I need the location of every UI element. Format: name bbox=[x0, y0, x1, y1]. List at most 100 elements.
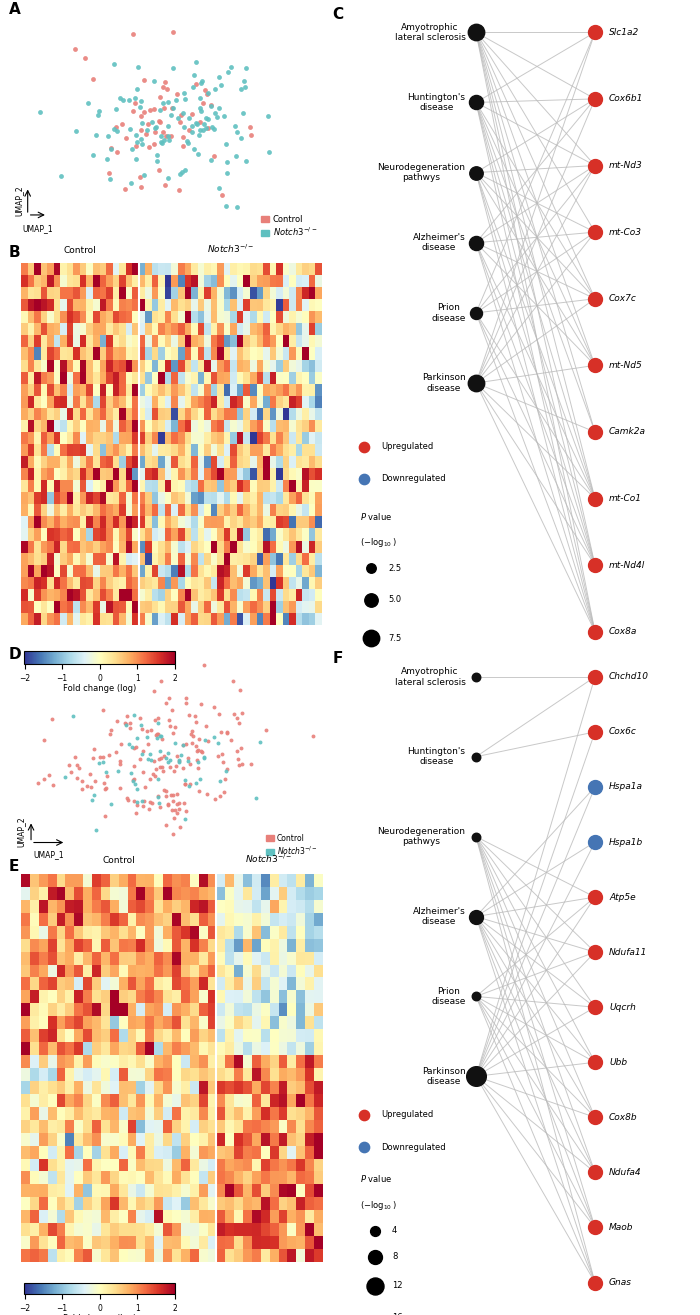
Point bbox=[261, 719, 272, 740]
Point bbox=[173, 751, 184, 772]
Point bbox=[122, 790, 134, 811]
Text: A: A bbox=[9, 1, 21, 17]
Point bbox=[195, 740, 206, 761]
Text: $P$ value: $P$ value bbox=[360, 510, 393, 522]
Point bbox=[188, 726, 199, 747]
Point bbox=[138, 761, 149, 782]
Point bbox=[180, 769, 191, 790]
Point bbox=[169, 732, 181, 753]
Text: 5.0: 5.0 bbox=[389, 596, 402, 605]
Point bbox=[34, 101, 45, 122]
Text: Uqcrh: Uqcrh bbox=[609, 1003, 636, 1011]
Point bbox=[218, 781, 230, 802]
Point bbox=[216, 722, 227, 743]
Point bbox=[232, 121, 243, 142]
Point bbox=[101, 761, 112, 782]
Point bbox=[205, 95, 216, 116]
Point bbox=[180, 693, 191, 714]
Point bbox=[154, 757, 165, 778]
Point bbox=[117, 89, 128, 110]
Point bbox=[172, 84, 183, 105]
Text: Cox6c: Cox6c bbox=[609, 727, 637, 736]
Text: Amyotrophic
lateral sclerosis: Amyotrophic lateral sclerosis bbox=[395, 667, 466, 686]
Point bbox=[155, 87, 166, 108]
Point bbox=[110, 99, 121, 120]
Point bbox=[187, 732, 198, 753]
Point bbox=[369, 1307, 380, 1315]
Point bbox=[111, 142, 122, 163]
Point bbox=[102, 125, 113, 146]
Text: Alzheimer's
disease: Alzheimer's disease bbox=[413, 233, 466, 252]
Point bbox=[162, 126, 174, 147]
Point bbox=[69, 747, 80, 768]
Point bbox=[160, 785, 172, 806]
Point bbox=[178, 792, 190, 813]
Point bbox=[104, 744, 115, 765]
Point bbox=[160, 814, 172, 835]
Point bbox=[589, 621, 601, 642]
Text: 16: 16 bbox=[392, 1314, 402, 1315]
Point bbox=[106, 719, 117, 740]
Point bbox=[202, 108, 214, 129]
Point bbox=[589, 942, 601, 963]
Point bbox=[163, 793, 174, 814]
Point bbox=[150, 117, 161, 138]
Point bbox=[153, 723, 164, 744]
Point bbox=[221, 760, 232, 781]
Point bbox=[194, 87, 205, 108]
Point bbox=[167, 700, 178, 721]
Point bbox=[55, 166, 66, 187]
Point bbox=[195, 72, 206, 93]
Point bbox=[160, 693, 172, 714]
Point bbox=[142, 113, 153, 134]
Point bbox=[153, 159, 164, 180]
Text: UMAP_2: UMAP_2 bbox=[15, 185, 24, 216]
Point bbox=[88, 739, 99, 760]
Point bbox=[216, 184, 228, 205]
Point bbox=[235, 79, 246, 100]
Point bbox=[38, 769, 50, 790]
Point bbox=[162, 794, 174, 815]
Point bbox=[162, 79, 173, 100]
Point bbox=[172, 746, 183, 767]
Point bbox=[144, 769, 155, 790]
Point bbox=[89, 771, 100, 792]
Point bbox=[209, 146, 220, 167]
Point bbox=[589, 288, 601, 309]
Point bbox=[152, 786, 163, 807]
Point bbox=[135, 129, 146, 150]
Point bbox=[220, 196, 232, 217]
Point bbox=[245, 125, 256, 146]
Point bbox=[153, 748, 164, 769]
Point bbox=[157, 133, 168, 154]
Point bbox=[225, 57, 236, 78]
Point bbox=[183, 120, 194, 141]
Point bbox=[149, 122, 160, 143]
Point bbox=[156, 726, 167, 747]
Point bbox=[146, 110, 158, 132]
Point bbox=[470, 1065, 482, 1086]
Point bbox=[117, 114, 128, 135]
Point bbox=[178, 135, 189, 156]
Point bbox=[205, 96, 216, 117]
Point bbox=[168, 760, 179, 781]
Point bbox=[123, 734, 134, 755]
Point bbox=[164, 686, 175, 707]
Point bbox=[151, 151, 162, 172]
Point bbox=[181, 132, 193, 153]
Point bbox=[225, 729, 237, 750]
Point bbox=[177, 734, 188, 755]
Point bbox=[214, 97, 225, 118]
Point bbox=[178, 117, 190, 138]
Point bbox=[153, 786, 164, 807]
Point bbox=[180, 88, 191, 109]
Point bbox=[145, 743, 156, 764]
Point bbox=[116, 734, 127, 755]
Point bbox=[192, 113, 203, 134]
Point bbox=[173, 750, 184, 771]
Text: Upregulated: Upregulated bbox=[382, 442, 434, 451]
Point bbox=[131, 792, 142, 813]
Point bbox=[150, 116, 162, 137]
Point bbox=[167, 800, 178, 821]
Point bbox=[202, 731, 214, 752]
